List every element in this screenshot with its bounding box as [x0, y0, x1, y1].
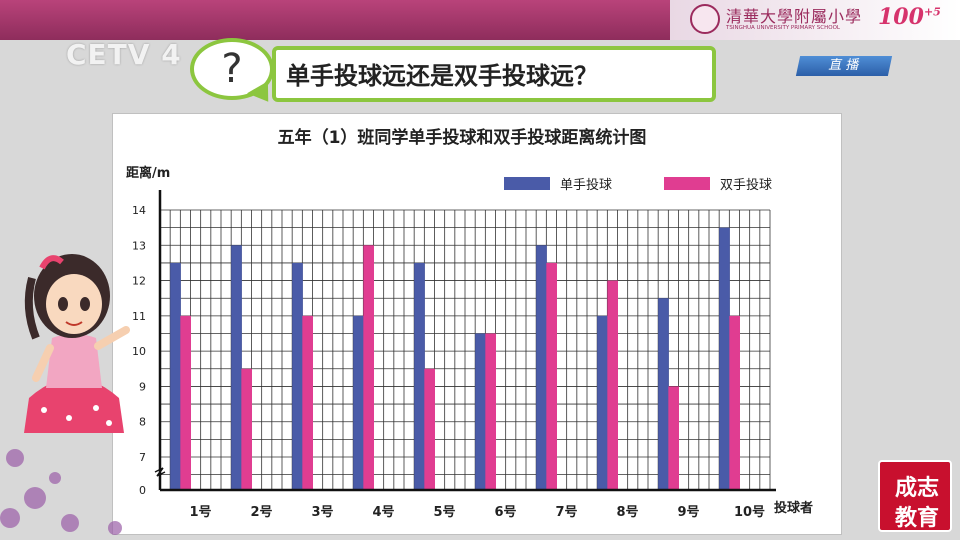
y-tick-label: 11: [132, 310, 146, 323]
top-banner: [0, 0, 960, 40]
bar-one-hand: [353, 315, 364, 490]
x-tick-label: 4号: [372, 505, 394, 520]
bar-two-hand: [729, 315, 740, 490]
y-tick-label: 13: [132, 239, 146, 252]
girl-character-icon: [24, 254, 130, 433]
school-name: 清華大學附屬小學: [726, 7, 863, 26]
x-tick-label: 1号: [189, 505, 211, 520]
x-tick-label: 2号: [250, 505, 272, 520]
school-emblem-icon: [690, 4, 720, 34]
bar-two-hand: [546, 262, 557, 490]
y-tick-label: 14: [132, 204, 146, 217]
school-name-english: TSINGHUA UNIVERSITY PRIMARY SCHOOL: [726, 25, 840, 31]
flower-decoration-icon: [0, 449, 122, 535]
axis-break-icon: [154, 467, 166, 477]
bar-two-hand: [180, 315, 191, 490]
bar-two-hand: [668, 386, 679, 490]
channel-logo: CETV 4: [66, 38, 182, 71]
chart-bars: [170, 227, 740, 490]
legend-swatch: [504, 177, 550, 190]
question-box: [272, 46, 716, 102]
question-mark-icon: ?: [221, 46, 243, 92]
y-axis-label: 距离/m: [126, 165, 170, 181]
x-tick-label: 9号: [677, 505, 699, 520]
legend-swatch: [664, 177, 710, 190]
bar-one-hand: [475, 333, 486, 490]
bar-one-hand: [170, 262, 181, 490]
y-tick-label: 8: [139, 416, 146, 429]
x-tick-label: 7号: [555, 505, 577, 520]
bar-one-hand: [597, 315, 608, 490]
question-bubble: [190, 38, 274, 100]
bar-two-hand: [363, 245, 374, 490]
anniversary-number: 100: [878, 4, 924, 30]
anniversary-logo: 100+5: [878, 4, 941, 30]
x-tick-label: 5号: [433, 505, 455, 520]
y-tick-label: 12: [132, 275, 146, 288]
chart-axes: 14 13 12 11 10 9 8 7 0 1号 2号 3号 4号 5号 6号 7号 8号 9号 10号: [132, 190, 776, 520]
bar-two-hand: [485, 333, 496, 490]
chart-legend: 单手投球 双手投球: [504, 177, 772, 193]
question-title: 单手投球远还是双手投球远？: [286, 62, 598, 90]
logo-line-1: 成志: [894, 476, 939, 501]
x-tick-label: 3号: [311, 505, 333, 520]
bar-one-hand: [536, 245, 547, 490]
bar-one-hand: [231, 245, 242, 490]
x-tick-label: 10号: [734, 505, 765, 520]
legend-label: 单手投球: [560, 177, 612, 193]
bar-two-hand: [424, 368, 435, 490]
bar-one-hand: [292, 262, 303, 490]
y-tick-label: 9: [139, 380, 146, 393]
x-axis-label: 投球者: [774, 500, 813, 516]
y-tick-label: 10: [132, 345, 146, 358]
x-tick-label: 6号: [494, 505, 516, 520]
x-tick-label: 8号: [616, 505, 638, 520]
logo-line-2: 教育: [894, 506, 939, 531]
bar-one-hand: [719, 227, 730, 490]
chengzhi-education-logo: 成志 教育: [878, 460, 952, 532]
bar-two-hand: [302, 315, 313, 490]
bar-two-hand: [607, 280, 618, 490]
bar-one-hand: [658, 298, 669, 490]
y-tick-label: 7: [139, 451, 146, 464]
legend-label: 双手投球: [720, 177, 772, 193]
y-tick-label: 0: [139, 484, 146, 497]
anniversary-suffix: +5: [923, 5, 941, 19]
bar-one-hand: [414, 262, 425, 490]
bar-two-hand: [241, 368, 252, 490]
chart-title: 五年（1）班同学单手投球和双手投球距离统计图: [278, 127, 647, 148]
